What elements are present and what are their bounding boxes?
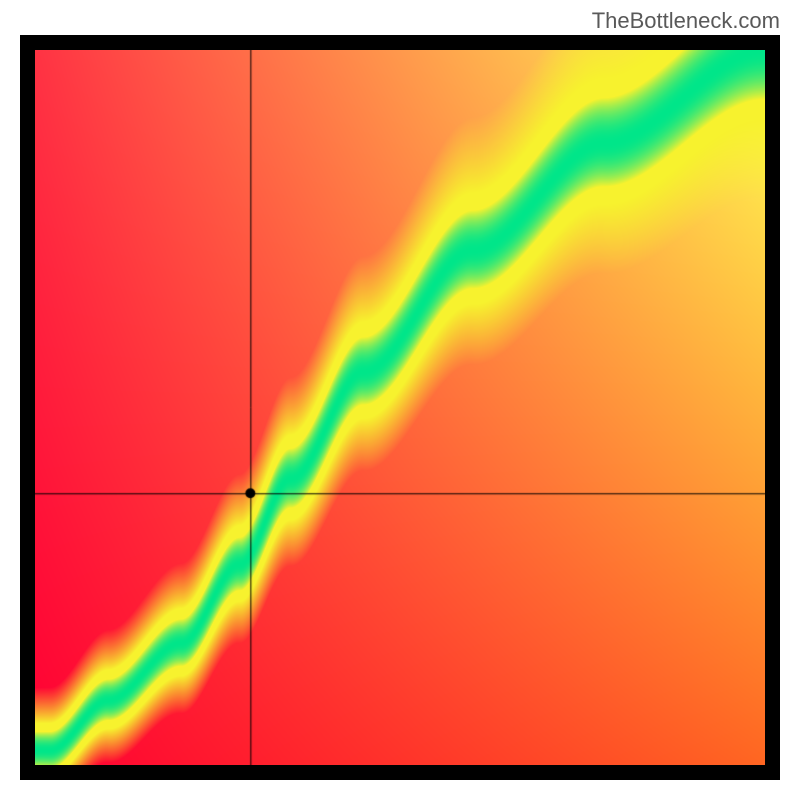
chart-container: TheBottleneck.com <box>0 0 800 800</box>
crosshair-overlay <box>35 50 765 765</box>
watermark-text: TheBottleneck.com <box>592 8 780 34</box>
